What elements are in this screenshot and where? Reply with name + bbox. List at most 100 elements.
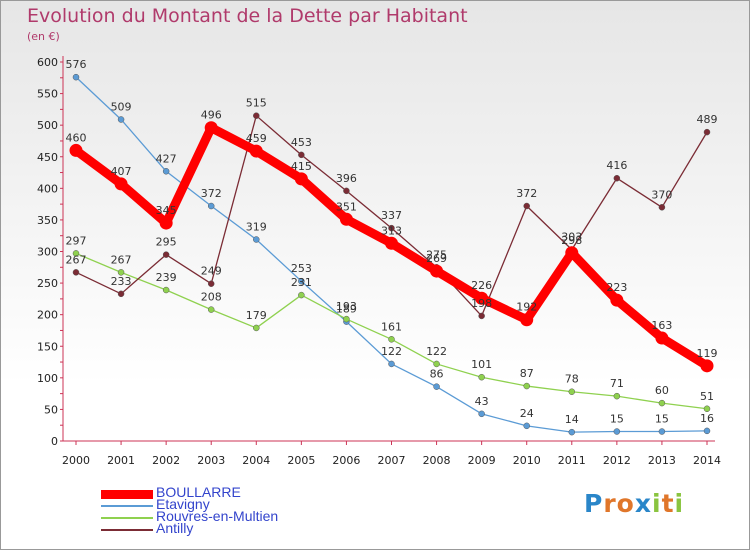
legend-swatch: [101, 490, 153, 499]
legend-label: BOULLARRE: [156, 484, 241, 500]
data-point: [388, 224, 395, 232]
logo-letter: t: [661, 489, 675, 518]
data-label: 295: [156, 236, 177, 249]
data-point: [162, 251, 170, 258]
x-tick-label: 2003: [197, 454, 225, 467]
data-label: 269: [426, 252, 447, 265]
data-label: 416: [606, 159, 627, 172]
series-boullarre: [69, 121, 714, 373]
data-label: 351: [336, 200, 357, 213]
data-label: 303: [561, 231, 582, 244]
data-point: [478, 373, 485, 381]
data-label: 163: [651, 319, 672, 332]
data-label: 509: [111, 100, 132, 113]
data-point: [343, 315, 350, 323]
logo-letter: x: [634, 489, 652, 518]
data-point: [69, 143, 83, 157]
data-point: [523, 382, 530, 390]
data-point: [253, 112, 260, 119]
data-label: 193: [336, 300, 357, 313]
legend-swatch: [101, 529, 153, 531]
data-point: [388, 336, 395, 343]
data-label: 86: [430, 368, 444, 381]
data-label: 122: [426, 345, 447, 358]
proxiti-logo: Proxiti: [584, 489, 684, 518]
x-tick-label: 2004: [242, 454, 270, 467]
x-tick-label: 2001: [107, 454, 135, 467]
x-tick-label: 2010: [513, 454, 541, 467]
data-label: 15: [655, 413, 669, 426]
data-point: [613, 174, 621, 182]
data-point: [568, 428, 576, 436]
data-label: 119: [697, 347, 718, 360]
y-tick-label: 0: [51, 435, 58, 448]
data-label: 345: [156, 204, 177, 217]
data-label: 427: [156, 152, 177, 165]
data-point: [343, 187, 350, 195]
data-point: [478, 312, 485, 320]
data-label: 372: [201, 187, 222, 200]
data-label: 496: [201, 109, 222, 122]
data-point: [72, 269, 80, 276]
data-point: [162, 168, 170, 175]
legend-label: Rouvres-en-Multien: [156, 508, 279, 524]
x-tick-label: 2012: [603, 454, 631, 467]
data-point: [207, 202, 215, 210]
logo-letter: i: [652, 489, 662, 518]
data-point: [613, 392, 621, 400]
y-tick-label: 600: [37, 56, 58, 69]
data-label: 415: [291, 160, 312, 173]
data-label: 453: [291, 136, 312, 149]
data-label: 161: [381, 320, 402, 333]
data-label: 192: [516, 301, 537, 314]
data-label: 298: [561, 234, 582, 247]
data-point: [700, 359, 714, 373]
x-tick-label: 2007: [378, 454, 406, 467]
data-point: [655, 331, 669, 345]
data-point: [478, 410, 485, 418]
x-tick-label: 2009: [468, 454, 496, 467]
data-point: [430, 264, 444, 278]
data-label: 14: [565, 413, 579, 426]
data-label: 43: [475, 395, 489, 408]
data-label: 370: [651, 188, 672, 201]
x-tick-label: 2002: [152, 454, 180, 467]
data-label: 60: [655, 384, 669, 397]
data-point: [520, 313, 534, 327]
data-point: [658, 428, 666, 435]
data-label: 78: [565, 373, 579, 386]
logo-letter: r: [603, 489, 617, 518]
legend-label: Antilly: [156, 520, 194, 536]
logo-letter: o: [616, 489, 635, 518]
data-point: [613, 428, 621, 435]
data-label: 267: [66, 253, 87, 266]
data-point: [253, 324, 260, 332]
data-point: [204, 121, 218, 135]
y-tick-label: 150: [37, 340, 58, 353]
y-tick-label: 350: [37, 214, 58, 227]
data-point: [703, 427, 711, 435]
data-label: 208: [201, 291, 222, 304]
data-point: [565, 246, 579, 260]
data-point: [117, 269, 125, 276]
data-point: [298, 151, 305, 159]
data-label: 576: [66, 58, 87, 71]
data-label: 372: [516, 187, 537, 200]
data-label: 198: [471, 297, 492, 310]
data-point: [162, 286, 170, 294]
data-point: [339, 212, 353, 226]
data-label: 253: [291, 262, 312, 275]
data-point: [385, 236, 398, 250]
x-tick-label: 2014: [693, 454, 721, 467]
data-label: 319: [246, 220, 267, 233]
data-label: 223: [606, 281, 627, 294]
data-point: [388, 360, 395, 368]
data-point: [298, 277, 305, 285]
y-tick-label: 550: [37, 88, 58, 101]
data-label: 51: [700, 390, 714, 403]
data-label: 459: [246, 132, 267, 145]
data-label: 267: [111, 253, 132, 266]
x-tick-label: 2008: [423, 454, 451, 467]
data-label: 239: [156, 271, 177, 284]
